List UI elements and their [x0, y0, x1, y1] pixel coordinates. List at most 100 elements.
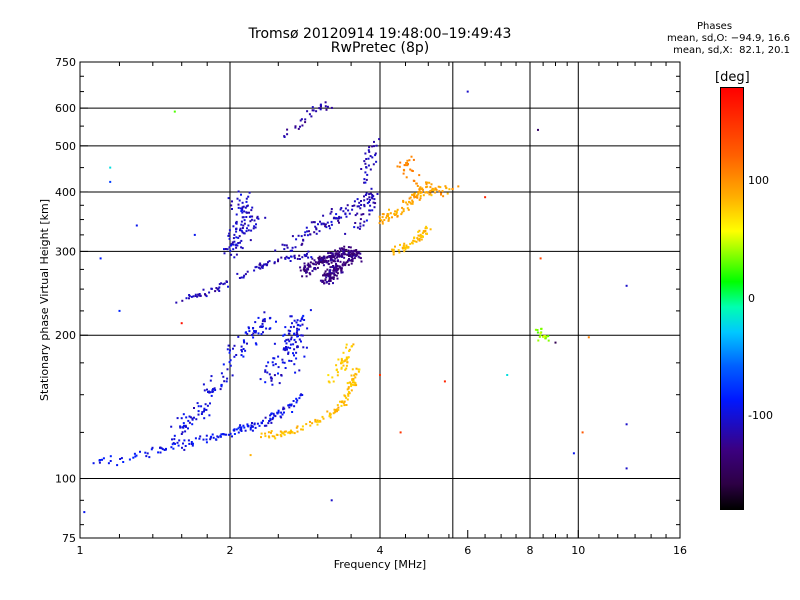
echo-point — [227, 433, 230, 436]
echo-point — [240, 229, 243, 232]
echo-point — [267, 435, 270, 438]
echo-point — [416, 237, 419, 240]
echo-point — [371, 209, 374, 212]
echo-point — [326, 272, 329, 275]
echo-point — [254, 226, 257, 229]
echo-point — [417, 191, 420, 193]
echo-point — [363, 181, 366, 184]
echo-point — [355, 384, 358, 387]
echo-point — [322, 280, 325, 283]
echo-point — [202, 383, 205, 386]
echo-point — [202, 438, 205, 441]
echo-point — [420, 188, 423, 190]
echo-point — [262, 331, 264, 334]
echo-point — [425, 183, 428, 186]
echo-point — [281, 358, 284, 361]
echo-point — [381, 216, 384, 219]
echo-point — [344, 262, 347, 265]
echo-point — [245, 216, 248, 218]
echo-point — [404, 248, 407, 251]
echo-point — [348, 348, 351, 351]
echo-point — [206, 404, 209, 407]
echo-point — [218, 290, 221, 292]
echo-point — [265, 327, 268, 330]
echo-point — [301, 256, 304, 259]
echo-point — [228, 229, 231, 232]
echo-point — [326, 105, 329, 108]
echo-point — [338, 221, 340, 224]
echo-point — [182, 442, 184, 445]
echo-point — [539, 334, 542, 337]
echo-point — [175, 301, 178, 304]
echo-point — [300, 393, 303, 396]
echo-point — [318, 230, 321, 233]
echo-point — [264, 435, 267, 438]
echo-point — [334, 269, 337, 272]
echo-point — [329, 416, 332, 419]
echo-point — [282, 406, 285, 409]
echo-point — [301, 124, 304, 127]
echo-point — [418, 174, 421, 177]
echo-point — [309, 420, 311, 423]
echo-point — [417, 230, 420, 233]
echo-point — [296, 345, 299, 348]
echo-point — [420, 238, 423, 241]
echo-point — [271, 383, 274, 386]
echo-point — [328, 270, 331, 273]
echo-point — [315, 420, 318, 423]
echo-point — [239, 227, 242, 230]
echo-point — [309, 273, 312, 276]
echo-point — [229, 432, 232, 435]
echo-point — [353, 249, 356, 252]
echo-point — [306, 230, 309, 233]
echo-point — [179, 426, 182, 429]
echo-point — [222, 363, 225, 366]
echo-point — [281, 243, 284, 246]
echo-point — [346, 253, 349, 256]
echo-point — [428, 181, 431, 184]
echo-point — [345, 248, 348, 251]
echo-point — [369, 168, 372, 171]
echo-point — [190, 443, 193, 445]
echo-point — [282, 334, 285, 337]
echo-point — [352, 250, 354, 253]
echo-point — [333, 408, 336, 411]
echo-point — [261, 325, 264, 328]
echo-point — [357, 205, 360, 208]
echo-point — [247, 229, 250, 232]
echo-point — [323, 272, 326, 275]
echo-point — [290, 315, 293, 318]
echo-point — [264, 432, 267, 435]
echo-point — [352, 343, 355, 346]
echo-point — [301, 316, 304, 319]
echo-point — [319, 220, 321, 223]
echo-point — [243, 222, 246, 225]
echo-point — [350, 383, 352, 386]
echo-point — [134, 455, 137, 458]
echo-point — [372, 201, 375, 204]
echo-point — [245, 230, 248, 233]
echo-point — [118, 309, 121, 312]
echo-point — [241, 207, 244, 210]
echo-point — [248, 211, 250, 214]
echo-point — [249, 454, 252, 457]
echo-point — [264, 381, 267, 384]
echo-point — [339, 266, 342, 269]
x-tick-label: 2 — [227, 544, 234, 557]
echo-point — [240, 427, 243, 430]
echo-point — [539, 332, 542, 335]
echo-point — [208, 390, 211, 393]
echo-point — [240, 430, 243, 432]
echo-point — [197, 405, 200, 408]
echo-point — [327, 252, 330, 255]
echo-point — [364, 181, 367, 184]
echo-point — [235, 213, 238, 216]
echo-point — [372, 195, 375, 198]
echo-point — [356, 205, 359, 208]
echo-point — [353, 204, 356, 207]
echo-point — [240, 349, 243, 351]
echo-point — [397, 249, 400, 252]
echo-point — [325, 226, 328, 229]
echo-point — [422, 194, 425, 197]
echo-point — [388, 217, 391, 219]
